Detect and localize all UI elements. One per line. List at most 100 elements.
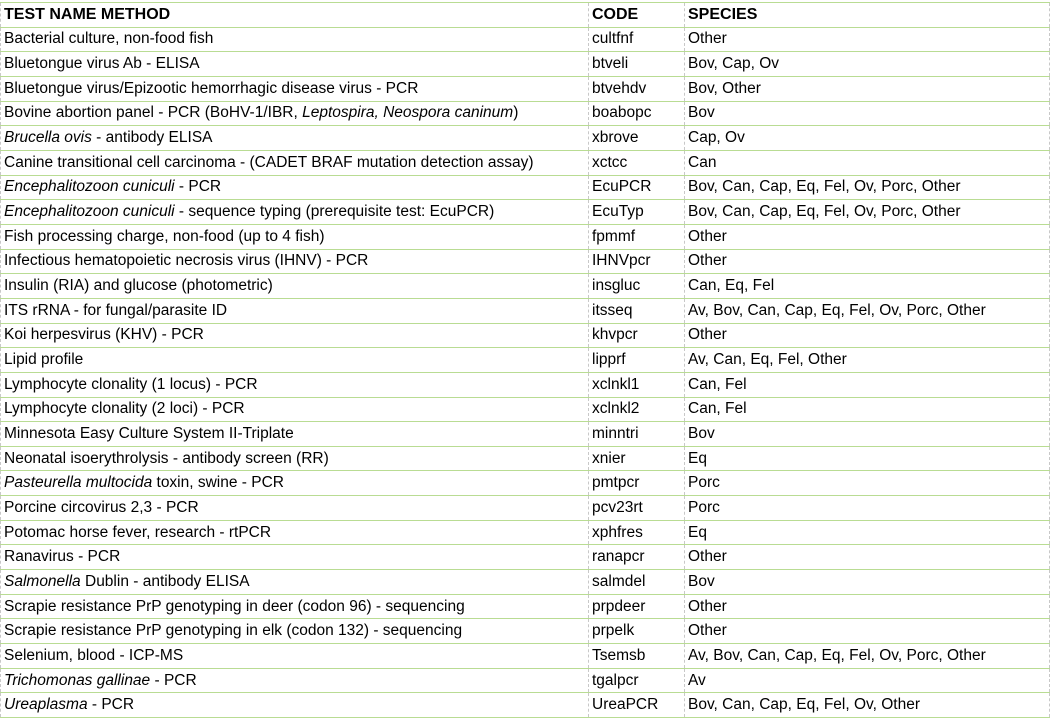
- species-cell: Bov, Can, Cap, Eq, Fel, Ov, Porc, Other: [684, 199, 1050, 225]
- test-name-cell: Lymphocyte clonality (1 locus) - PCR: [0, 371, 589, 398]
- test-name-text: Lipid profile: [4, 351, 84, 369]
- test-name-cell: Neonatal isoerythrolysis - antibody scre…: [0, 445, 589, 472]
- table-row: Porcine circovirus 2,3 - PCR pcv23rt Porc: [0, 495, 1050, 521]
- code-cell: prpelk: [588, 618, 685, 645]
- species-cell: Can, Fel: [684, 371, 1050, 398]
- code-cell: boabopc: [588, 100, 685, 127]
- species-cell: Other: [684, 248, 1050, 275]
- header-code: CODE: [588, 2, 685, 28]
- code-cell: pmtpcr: [588, 470, 685, 497]
- species-cell: Porc: [684, 495, 1050, 521]
- test-name-text: Selenium, blood - ICP-MS: [4, 646, 184, 664]
- test-name-text: - PCR: [174, 178, 222, 196]
- test-name-text: Leptospira, Neospora caninum: [302, 104, 514, 122]
- species-cell: Bov: [684, 569, 1050, 595]
- test-name-text: Insulin (RIA) and glucose (photometric): [4, 277, 273, 295]
- species-cell: Av, Bov, Can, Cap, Eq, Fel, Ov, Porc, Ot…: [684, 643, 1050, 669]
- test-name-text: Pasteurella multocida: [4, 474, 153, 492]
- table-row: Koi herpesvirus (KHV) - PCR khvpcr Other: [0, 322, 1050, 349]
- test-name-cell: Minnesota Easy Culture System II-Triplat…: [0, 421, 589, 447]
- code-cell: btvehdv: [588, 75, 685, 102]
- code-cell: EcuPCR: [588, 174, 685, 201]
- test-name-cell: Canine transitional cell carcinoma - (CA…: [0, 149, 589, 176]
- code-cell: fpmmf: [588, 223, 685, 250]
- table-row: Trichomonas gallinae - PCR tgalpcr Av: [0, 667, 1050, 694]
- species-cell: Other: [684, 544, 1050, 571]
- code-cell: khvpcr: [588, 322, 685, 349]
- table-row: Lymphocyte clonality (2 loci) - PCR xclnk…: [0, 396, 1050, 423]
- test-name-cell: Salmonella Dublin - antibody ELISA: [0, 569, 589, 595]
- code-cell: salmdel: [588, 569, 685, 595]
- species-cell: Other: [684, 593, 1050, 620]
- code-cell: prpdeer: [588, 593, 685, 620]
- table-row: Lipid profile lipprf Av, Can, Eq, Fel, Oth…: [0, 347, 1050, 373]
- test-name-text: Encephalitozoon cuniculi: [4, 203, 175, 221]
- test-name-text: Encephalitozoon cuniculi: [4, 178, 175, 196]
- species-cell: Bov: [684, 421, 1050, 447]
- table-row: Potomac horse fever, research - rtPCR xph…: [0, 519, 1050, 546]
- code-cell: xclnkl2: [588, 396, 685, 423]
- test-name-text: Bovine abortion panel - PCR (BoHV-1/IBR,: [4, 104, 303, 122]
- code-cell: IHNVpcr: [588, 248, 685, 275]
- test-name-text: toxin, swine - PCR: [152, 474, 285, 492]
- test-name-cell: Infectious hematopoietic necrosis virus …: [0, 248, 589, 275]
- species-cell: Other: [684, 618, 1050, 645]
- code-cell: cultfnf: [588, 26, 685, 53]
- code-cell: ranapcr: [588, 544, 685, 571]
- species-cell: Other: [684, 26, 1050, 53]
- test-name-text: - antibody ELISA: [91, 129, 213, 147]
- test-name-text: ): [513, 104, 519, 122]
- species-cell: Can, Fel: [684, 396, 1050, 423]
- test-name-text: Canine transitional cell carcinoma - (CA…: [4, 153, 534, 171]
- species-cell: Av, Bov, Can, Cap, Eq, Fel, Ov, Porc, Ot…: [684, 297, 1050, 324]
- species-cell: Eq: [684, 519, 1050, 546]
- table-row: Minnesota Easy Culture System II-Triplat…: [0, 421, 1050, 447]
- table-row: ITS rRNA - for fungal/parasite ID itsseq A…: [0, 297, 1050, 324]
- species-cell: Bov, Cap, Ov: [684, 51, 1050, 77]
- species-cell: Cap, Ov: [684, 125, 1050, 151]
- test-name-cell: Lymphocyte clonality (2 loci) - PCR: [0, 396, 589, 423]
- test-name-text: Salmonella: [4, 572, 81, 590]
- header-species: SPECIES: [684, 2, 1050, 28]
- code-cell: lipprf: [588, 347, 685, 373]
- code-cell: xclnkl1: [588, 371, 685, 398]
- table-row: Bovine abortion panel - PCR (BoHV-1/IBR,…: [0, 100, 1050, 127]
- code-cell: pcv23rt: [588, 495, 685, 521]
- test-name-cell: ITS rRNA - for fungal/parasite ID: [0, 297, 589, 324]
- code-cell: tgalpcr: [588, 667, 685, 694]
- code-cell: insgluc: [588, 273, 685, 299]
- table-row: Selenium, blood - ICP-MS Tsemsb Av, Bov, C…: [0, 643, 1050, 669]
- code-cell: xnier: [588, 445, 685, 472]
- table-row: Scrapie resistance PrP genotyping in dee…: [0, 593, 1050, 620]
- test-name-text: Bacterial culture, non-food fish: [4, 30, 214, 48]
- table-row: Neonatal isoerythrolysis - antibody scre…: [0, 445, 1050, 472]
- test-name-cell: Scrapie resistance PrP genotyping in dee…: [0, 593, 589, 620]
- species-cell: Porc: [684, 470, 1050, 497]
- header-row: TEST NAME METHOD CODE SPECIES: [0, 2, 1050, 28]
- table-row: Pasteurella multocida toxin, swine - PCR…: [0, 470, 1050, 497]
- test-name-text: Scrapie resistance PrP genotyping in elk…: [4, 622, 463, 640]
- test-name-cell: Bovine abortion panel - PCR (BoHV-1/IBR,…: [0, 100, 589, 127]
- test-name-text: Infectious hematopoietic necrosis virus …: [4, 252, 369, 270]
- table-row: Canine transitional cell carcinoma - (CA…: [0, 149, 1050, 176]
- test-name-cell: Pasteurella multocida toxin, swine - PCR: [0, 470, 589, 497]
- test-name-cell: Porcine circovirus 2,3 - PCR: [0, 495, 589, 521]
- test-name-text: Dublin - antibody ELISA: [80, 572, 250, 590]
- test-name-cell: Bluetongue virus/Epizootic hemorrhagic d…: [0, 75, 589, 102]
- species-cell: Av, Can, Eq, Fel, Other: [684, 347, 1050, 373]
- table-row: Infectious hematopoietic necrosis virus …: [0, 248, 1050, 275]
- table-row: Scrapie resistance PrP genotyping in elk…: [0, 618, 1050, 645]
- test-name-cell: Fish processing charge, non-food (up to …: [0, 223, 589, 250]
- table-row: Ranavirus - PCR ranapcr Other: [0, 544, 1050, 571]
- test-name-text: Potomac horse fever, research - rtPCR: [4, 523, 272, 541]
- test-name-text: Bluetongue virus Ab - ELISA: [4, 55, 200, 73]
- test-name-cell: Trichomonas gallinae - PCR: [0, 667, 589, 694]
- table-row: Ureaplasma - PCR UreaPCR Bov, Can, Cap, Eq…: [0, 692, 1050, 719]
- table-row: Brucella ovis - antibody ELISA xbrove Cap,…: [0, 125, 1050, 151]
- table-row: Bluetongue virus Ab - ELISA btveli Bov, Ca…: [0, 51, 1050, 77]
- test-name-text: Trichomonas gallinae: [4, 671, 151, 689]
- species-cell: Can, Eq, Fel: [684, 273, 1050, 299]
- code-cell: UreaPCR: [588, 692, 685, 719]
- test-name-text: - PCR: [87, 696, 135, 714]
